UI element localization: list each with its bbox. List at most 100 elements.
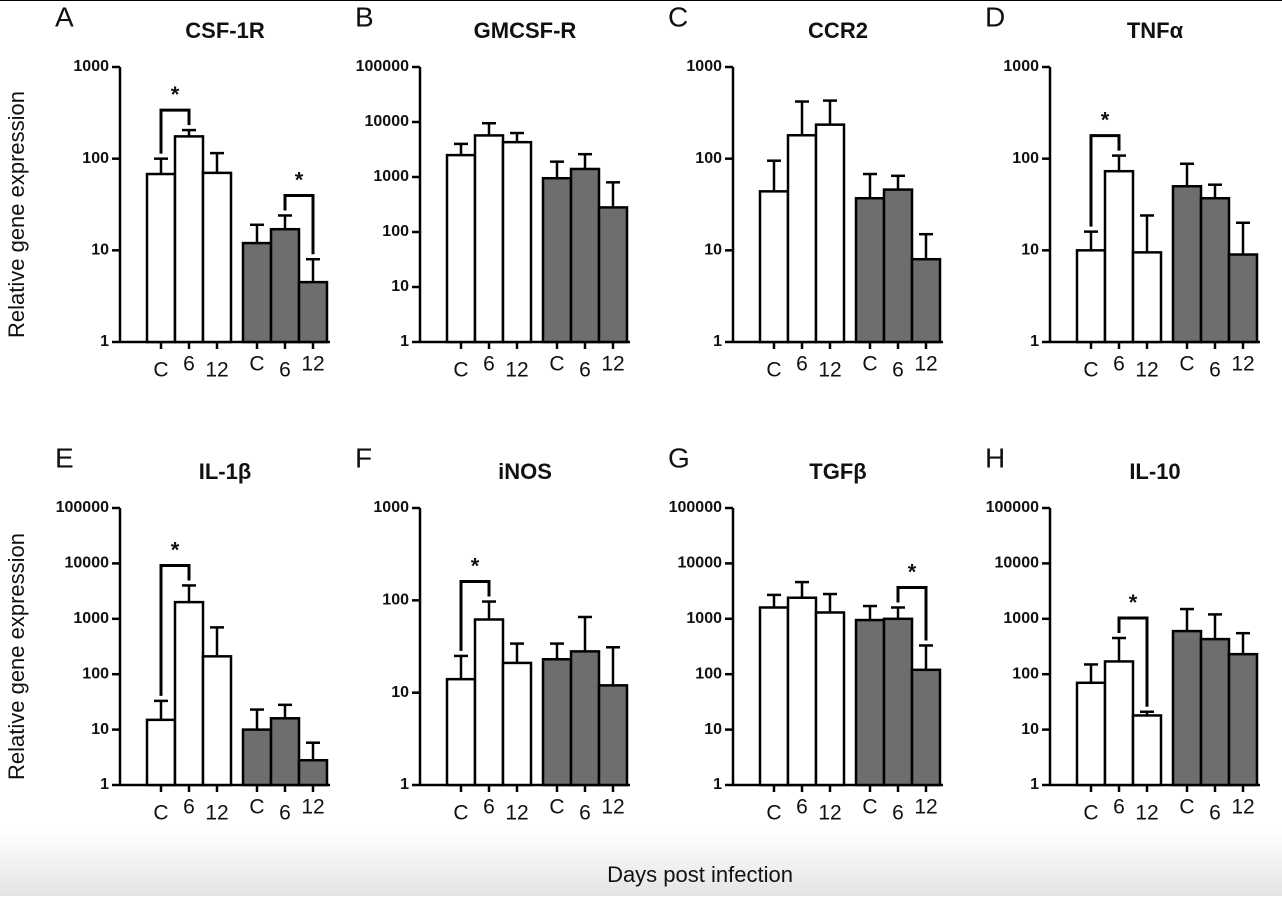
x-tick-label: 12 xyxy=(301,353,324,376)
x-tick-label: C xyxy=(862,353,877,376)
bar xyxy=(1103,660,1135,787)
y-tick-label: 1 xyxy=(400,776,409,793)
bar xyxy=(173,600,205,787)
significance-bracket xyxy=(159,108,191,154)
x-tick-label: 6 xyxy=(796,353,808,376)
bar xyxy=(882,188,914,344)
bar xyxy=(473,134,505,344)
panel-label: G xyxy=(668,442,690,473)
bar xyxy=(241,241,273,344)
x-tick-label: 6 xyxy=(1113,353,1125,376)
panel-label: D xyxy=(985,1,1005,32)
x-tick-label: C xyxy=(153,802,168,825)
y-tick-label: 1 xyxy=(100,333,109,350)
y-tick-label: 1000 xyxy=(1003,610,1039,627)
bar xyxy=(1075,681,1107,787)
bar xyxy=(1227,253,1259,344)
y-tick-label: 10 xyxy=(91,242,109,259)
bar xyxy=(473,618,505,787)
y-tick-label: 10000 xyxy=(65,555,110,572)
x-tick-label: 12 xyxy=(818,802,841,825)
x-tick-label: 12 xyxy=(601,353,624,376)
y-tick-label: 100 xyxy=(82,150,109,167)
y-tick-label: 10000 xyxy=(678,555,723,572)
x-tick-label: 12 xyxy=(601,796,624,819)
x-tick-label: 6 xyxy=(183,796,195,819)
significance-bracket xyxy=(1117,616,1149,707)
y-tick-label: 100 xyxy=(382,223,409,240)
y-tick-label: 10 xyxy=(704,721,722,738)
panel-title: IL-10 xyxy=(1129,459,1180,484)
significance-label: * xyxy=(295,167,304,192)
x-tick-label: C xyxy=(249,796,264,819)
x-tick-label: 6 xyxy=(1113,796,1125,819)
panel-label: E xyxy=(55,442,74,473)
bar xyxy=(201,171,233,344)
bar xyxy=(1131,714,1163,787)
y-tick-label: 1000 xyxy=(73,58,109,75)
x-tick-label: C xyxy=(249,353,264,376)
bar xyxy=(1075,249,1107,344)
bar xyxy=(1199,196,1231,344)
y-tick-label: 100 xyxy=(1012,150,1039,167)
bar xyxy=(758,190,790,344)
bar xyxy=(501,661,533,787)
x-tick-label: 12 xyxy=(914,353,937,376)
bar xyxy=(241,728,273,787)
bar xyxy=(297,280,329,344)
y-tick-label: 1000 xyxy=(73,610,109,627)
y-tick-label: 10 xyxy=(91,721,109,738)
y-tick-label: 100 xyxy=(82,665,109,682)
panel-label: H xyxy=(985,442,1005,473)
bar xyxy=(854,618,886,787)
bar xyxy=(501,140,533,344)
bar xyxy=(297,758,329,787)
x-tick-label: 12 xyxy=(914,796,937,819)
x-tick-label: 6 xyxy=(483,796,495,819)
x-tick-label: 12 xyxy=(205,359,228,382)
significance-label: * xyxy=(1129,590,1138,615)
bar xyxy=(910,257,942,344)
significance-label: * xyxy=(1101,107,1110,132)
y-tick-label: 1000 xyxy=(686,58,722,75)
bar xyxy=(269,227,301,344)
bar xyxy=(445,153,477,344)
bar xyxy=(854,196,886,344)
x-tick-label: C xyxy=(453,359,468,382)
panel-title: CCR2 xyxy=(808,18,868,43)
x-tick-label: C xyxy=(1179,796,1194,819)
x-tick-label: C xyxy=(1179,353,1194,376)
x-tick-label: C xyxy=(766,359,781,382)
x-tick-label: 6 xyxy=(1209,802,1221,825)
y-tick-label: 10000 xyxy=(365,113,410,130)
x-tick-label: C xyxy=(153,359,168,382)
bar xyxy=(145,172,177,344)
x-tick-label: 12 xyxy=(301,796,324,819)
x-tick-label: 6 xyxy=(892,802,904,825)
y-tick-label: 100000 xyxy=(56,499,109,516)
x-tick-label: 6 xyxy=(1209,359,1221,382)
bar xyxy=(814,123,846,344)
x-tick-label: 12 xyxy=(818,359,841,382)
y-tick-label: 10 xyxy=(1021,242,1039,259)
x-tick-label: 6 xyxy=(579,359,591,382)
panel-label: F xyxy=(355,442,372,473)
bar xyxy=(1103,169,1135,344)
significance-bracket xyxy=(896,585,928,641)
panel-title: CSF-1R xyxy=(185,18,265,43)
y-axis-label: Relative gene expression xyxy=(4,533,29,780)
bar xyxy=(173,135,205,344)
y-tick-label: 1000 xyxy=(686,610,722,627)
y-tick-label: 1 xyxy=(100,776,109,793)
bar xyxy=(1227,652,1259,787)
y-tick-label: 100 xyxy=(695,665,722,682)
y-tick-label: 1000 xyxy=(1003,58,1039,75)
panel-title: iNOS xyxy=(498,459,552,484)
y-tick-label: 1 xyxy=(1030,776,1039,793)
panel-label: A xyxy=(55,1,74,32)
panel-title: IL-1β xyxy=(199,459,252,484)
bar xyxy=(445,677,477,787)
bar xyxy=(597,684,629,787)
panel-label: B xyxy=(355,1,374,32)
y-tick-label: 10 xyxy=(391,278,409,295)
